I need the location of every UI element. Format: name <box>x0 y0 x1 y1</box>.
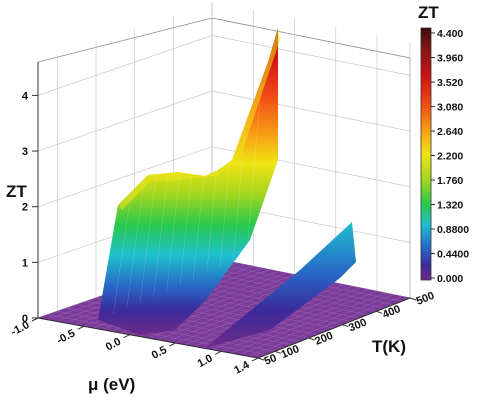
colorbar-tick-label: 3.960 <box>437 53 463 65</box>
colorbar-tick-label: 2.200 <box>437 151 463 163</box>
y-axis-line <box>257 297 411 359</box>
y-tick-mark <box>376 310 383 314</box>
colorbar-tick-label: 1.760 <box>437 175 463 187</box>
z-tick-label: 2 <box>22 202 28 214</box>
colorbar-tick-label: 3.520 <box>437 77 463 89</box>
x-tick-label: -1.0 <box>9 319 31 339</box>
z-tick-label: 0 <box>22 313 28 325</box>
colorbar-ticks: 4.400 3.960 3.520 3.080 2.640 2.200 1.760 1.320… <box>431 28 469 285</box>
x-tick-label: -0.5 <box>55 327 77 347</box>
x-axis-title: μ (eV) <box>88 375 135 394</box>
y-tick-mark <box>308 337 315 341</box>
z-tick-label: 3 <box>22 146 28 158</box>
x-tick-mark <box>77 325 85 330</box>
z-tick-label: 1 <box>22 257 28 269</box>
x-tick-mark <box>215 350 222 355</box>
y-tick-mark <box>257 357 265 361</box>
x-tick-mark <box>31 317 39 322</box>
x-tick-label: 0.5 <box>150 344 169 362</box>
colorbar-tick-label: 3.080 <box>437 102 463 114</box>
y-tick-mark <box>342 324 349 328</box>
main-ridge-face <box>98 28 278 335</box>
y-axis-title: T(K) <box>372 337 406 356</box>
colorbar-gradient <box>420 27 432 281</box>
z-axis-ticks: 0 1 2 3 4 <box>22 90 38 325</box>
y-tick-label: 50 <box>263 352 279 368</box>
colorbar-tick-label: 0.000 <box>437 273 463 285</box>
x-tick-mark <box>169 342 176 347</box>
x-tick-label: 1.4 <box>232 359 252 377</box>
x-tick-label: 1.0 <box>196 352 215 370</box>
colorbar-tick-label: 0.8800 <box>437 224 469 236</box>
secondary-ridge <box>205 222 356 348</box>
surface-mesh <box>113 42 265 315</box>
x-tick-label: 0.0 <box>104 336 123 354</box>
colorbar-tick-label: 0.4400 <box>437 249 469 261</box>
y-tick-label: 500 <box>415 290 437 308</box>
colorbar-title: ZT <box>418 3 439 22</box>
surface-main <box>98 28 280 335</box>
z-tick-label: 4 <box>22 90 29 102</box>
y-tick-mark <box>274 350 282 354</box>
x-tick-mark <box>251 357 259 362</box>
colorbar: ZT 4.400 3.960 3.520 3.080 2.640 2.200 1.760 1.… <box>418 3 469 285</box>
colorbar-tick-label: 4.400 <box>437 28 463 40</box>
z-axis-title: ZT <box>6 182 27 201</box>
y-tick-mark <box>409 297 417 301</box>
colorbar-tick-label: 1.320 <box>437 200 463 212</box>
colorbar-tick-label: 2.640 <box>437 126 463 138</box>
main-ridge-top <box>118 28 280 210</box>
x-tick-mark <box>123 334 130 339</box>
